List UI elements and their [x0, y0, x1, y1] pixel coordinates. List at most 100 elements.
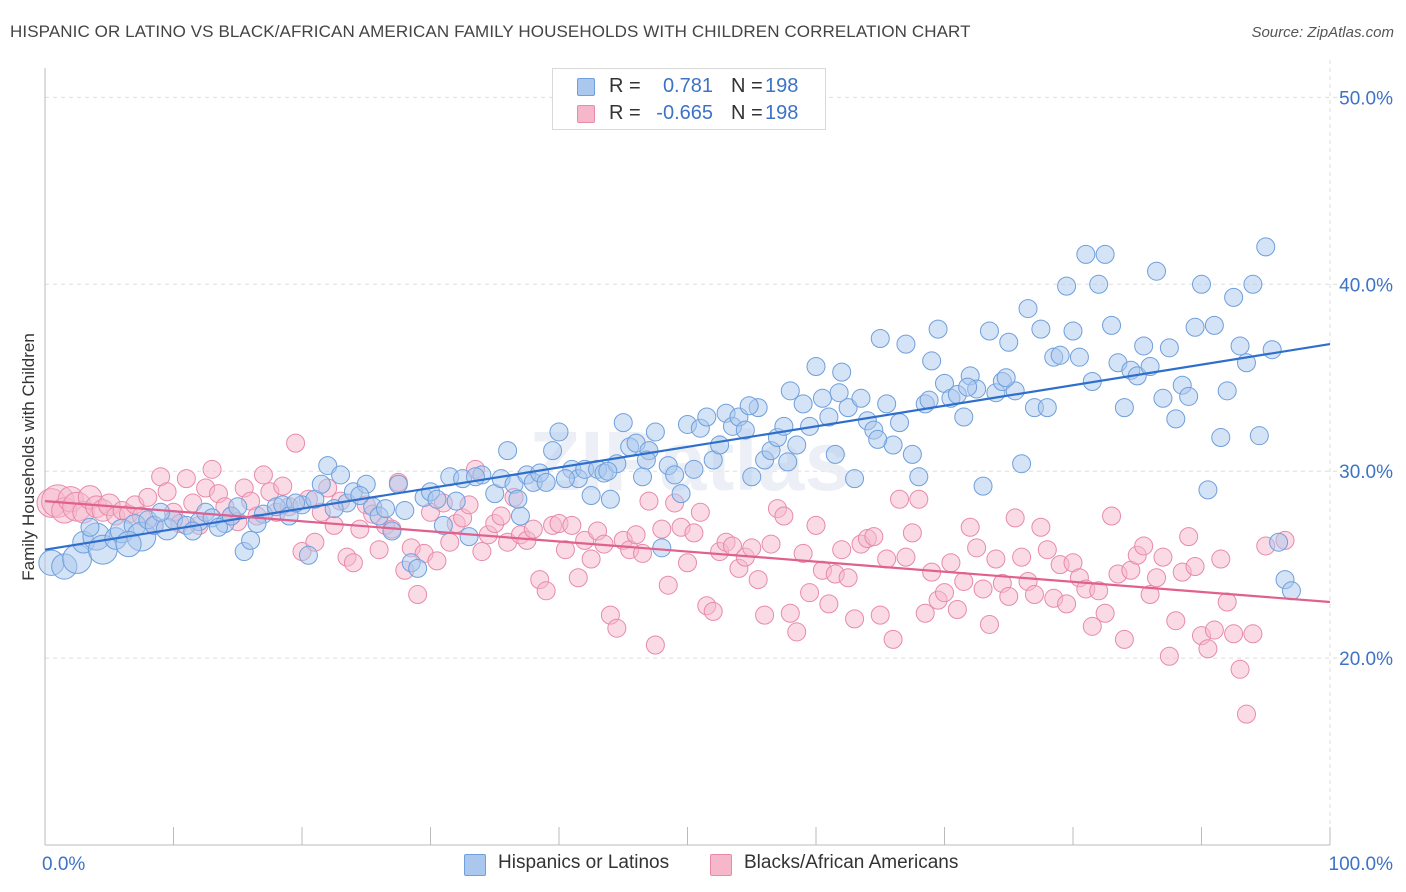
data-point [510, 506, 530, 526]
data-point [350, 519, 370, 539]
r-label: R = [609, 102, 641, 124]
data-point [491, 506, 511, 526]
data-point [536, 472, 556, 492]
data-point [1082, 616, 1102, 636]
data-point [748, 570, 768, 590]
x-tick-label-min: 0.0% [42, 854, 85, 875]
data-point [890, 413, 910, 433]
data-point [838, 568, 858, 588]
data-point [1089, 581, 1109, 601]
data-point [778, 452, 798, 472]
data-point [626, 525, 646, 545]
source-label: Source: ZipAtlas.com [1251, 24, 1394, 41]
data-point [1217, 381, 1237, 401]
data-point [600, 489, 620, 509]
data-point [954, 571, 974, 591]
data-point [636, 450, 656, 470]
trend-lines [44, 343, 1331, 604]
data-point [1217, 592, 1237, 612]
data-point [1114, 629, 1134, 649]
data-point [1204, 315, 1224, 335]
data-point [1095, 244, 1115, 264]
data-point [780, 603, 800, 623]
data-point [999, 586, 1019, 606]
data-point [877, 394, 897, 414]
data-point [1069, 347, 1089, 367]
data-point [151, 502, 171, 522]
x-tick-label-max: 100.0% [1329, 854, 1394, 875]
legend-swatch-blue [577, 78, 595, 96]
data-point [1249, 426, 1269, 446]
data-point [902, 444, 922, 464]
data-point [896, 334, 916, 354]
y-axis-label: Family Households with Children [19, 333, 38, 581]
data-point [967, 538, 987, 558]
data-point [1057, 276, 1077, 296]
data-point [433, 515, 453, 535]
data-point [298, 545, 318, 565]
data-point [902, 523, 922, 543]
r-label: R = [609, 75, 641, 97]
data-point [1179, 386, 1199, 406]
data-point [459, 527, 479, 547]
data-point [941, 553, 961, 573]
data-point [665, 465, 685, 485]
legend-row-hispanic: R = 0.781 N = 198 [553, 73, 825, 101]
data-point [523, 519, 543, 539]
data-point [318, 456, 338, 476]
data-point [819, 594, 839, 614]
data-point [928, 319, 948, 339]
data-point [684, 459, 704, 479]
data-point [549, 422, 569, 442]
data-point [787, 435, 807, 455]
data-point [935, 583, 954, 603]
data-point [825, 444, 845, 464]
data-point [376, 499, 396, 519]
data-point [979, 321, 999, 341]
data-point [652, 538, 672, 558]
data-point [331, 465, 351, 485]
data-point [446, 491, 466, 511]
data-point [851, 388, 871, 408]
data-point [652, 519, 672, 539]
data-point [922, 351, 942, 371]
data-point [465, 467, 485, 487]
data-point [1224, 287, 1244, 307]
data-point [735, 420, 755, 440]
data-point [1166, 409, 1186, 429]
data-point [787, 622, 807, 642]
data-point [1024, 585, 1044, 605]
data-point [890, 489, 910, 509]
data-point [1281, 581, 1301, 601]
data-point [986, 549, 1006, 569]
data-point [273, 476, 293, 496]
n-label: N = [731, 75, 763, 97]
data-point [1166, 611, 1186, 631]
data-point [202, 459, 222, 479]
data-point [1236, 704, 1256, 724]
data-point [427, 489, 447, 509]
tick-labels: 20.0% 30.0% 40.0% 50.0% 0.0% 100.0% [42, 88, 1393, 875]
data-point [1037, 398, 1057, 418]
data-point [1102, 506, 1122, 526]
data-point [1147, 568, 1167, 588]
data-point [1198, 480, 1218, 500]
data-point [1198, 639, 1218, 659]
data-point [999, 332, 1019, 352]
data-point [774, 506, 794, 526]
data-point [1159, 646, 1179, 666]
data-point [1057, 594, 1077, 614]
data-point [382, 521, 402, 541]
data-point [1012, 547, 1032, 567]
data-point [832, 540, 852, 560]
axes [44, 68, 1331, 846]
data-point [253, 465, 273, 485]
legend-swatch-pink [577, 105, 595, 123]
data-point [1134, 536, 1154, 556]
data-point [1153, 547, 1173, 567]
data-point [1005, 508, 1025, 528]
data-point [960, 517, 980, 537]
data-point [1140, 357, 1160, 377]
data-point [1159, 338, 1179, 358]
data-point [739, 396, 759, 416]
